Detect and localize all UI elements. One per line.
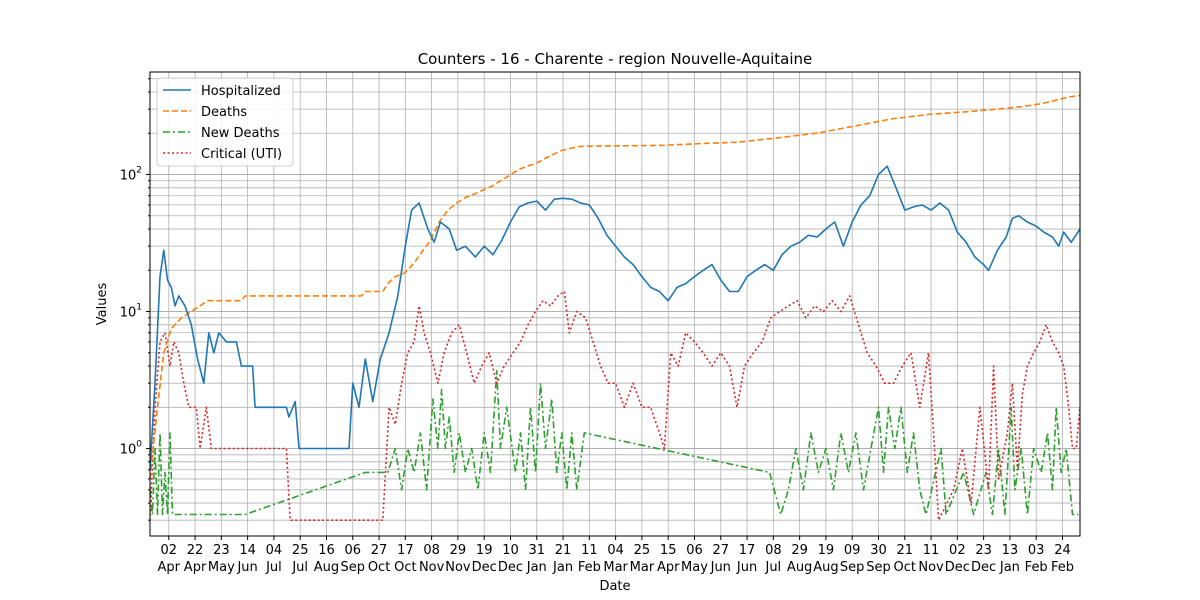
x-tick-day-label: 21: [555, 543, 572, 558]
x-tick-day-label: 13: [1002, 543, 1019, 558]
x-tick-month-label: Aug: [787, 560, 812, 575]
x-tick-month-label: Aug: [813, 560, 838, 575]
x-tick-month-label: Apr: [184, 560, 207, 575]
grid: [150, 72, 1080, 536]
x-tick-month-label: Jul: [265, 560, 282, 575]
x-tick-day-label: 16: [318, 543, 335, 558]
x-tick-day-label: 10: [502, 543, 519, 558]
x-tick-day-label: 23: [975, 543, 992, 558]
legend-label: New Deaths: [201, 126, 280, 141]
x-tick-day-label: 09: [844, 543, 861, 558]
x-tick-day-label: 08: [423, 543, 440, 558]
chart-title: Counters - 16 - Charente - region Nouvel…: [418, 50, 813, 68]
x-tick-day-label: 31: [528, 543, 545, 558]
x-tick-month-label: Jul: [764, 560, 781, 575]
x-tick-month-label: Jun: [236, 560, 257, 575]
x-tick-month-label: Jun: [710, 560, 731, 575]
y-axis: 100 101 102: [120, 78, 150, 521]
x-tick-day-label: 25: [634, 543, 651, 558]
x-axis-label: Date: [599, 579, 630, 594]
x-tick-month-label: Feb: [1025, 560, 1048, 575]
x-tick-day-label: 30: [870, 543, 887, 558]
x-tick-day-label: 14: [239, 543, 256, 558]
x-tick-day-label: 06: [344, 543, 361, 558]
series-line-deaths: [150, 94, 1080, 479]
x-tick-month-label: Oct: [894, 560, 916, 575]
x-tick-month-label: Jun: [736, 560, 757, 575]
y-axis-label: Values: [95, 283, 110, 326]
y-tick-label: 102: [120, 166, 142, 184]
x-tick-month-label: Mar: [603, 560, 628, 575]
x-tick-month-label: Dec: [945, 560, 970, 575]
x-tick-day-label: 15: [660, 543, 677, 558]
x-tick-month-label: Dec: [498, 560, 523, 575]
series-line-new-deaths: [150, 369, 1079, 516]
x-tick-day-label: 24: [1054, 543, 1071, 558]
x-tick-month-label: Sep: [341, 560, 366, 575]
x-tick-month-label: Jul: [291, 560, 308, 575]
series-layer: [150, 94, 1080, 521]
x-axis: 02 Apr 22 Apr 23 May 14 Jun 04 Jul 25 Jul 16 Aug 06 Sep…: [158, 536, 1074, 575]
x-tick-day-label: 19: [818, 543, 835, 558]
x-tick-day-label: 04: [266, 543, 283, 558]
x-tick-month-label: Jan: [999, 560, 1020, 575]
x-tick-month-label: Oct: [368, 560, 390, 575]
x-tick-day-label: 27: [371, 543, 388, 558]
plot-frame: [149, 71, 1081, 537]
x-tick-day-label: 02: [949, 543, 966, 558]
x-tick-month-label: Jan: [526, 560, 547, 575]
legend-box: [156, 77, 294, 167]
legend: Hospitalized Deaths New Deaths Critical (UT…: [156, 77, 294, 167]
x-tick-month-label: May: [208, 560, 235, 575]
x-tick-month-label: Nov: [918, 560, 944, 575]
x-tick-month-label: Sep: [866, 560, 891, 575]
x-tick-month-label: Jan: [552, 560, 573, 575]
x-tick-day-label: 27: [712, 543, 729, 558]
series-line-hospitalized: [150, 165, 1080, 470]
x-tick-day-label: 22: [187, 543, 204, 558]
x-tick-day-label: 21: [896, 543, 913, 558]
x-tick-month-label: Dec: [472, 560, 497, 575]
x-tick-month-label: Mar: [630, 560, 655, 575]
x-tick-month-label: Feb: [578, 560, 601, 575]
x-tick-day-label: 03: [1028, 543, 1045, 558]
y-tick-label: 101: [120, 303, 142, 321]
x-tick-day-label: 11: [923, 543, 940, 558]
x-tick-month-label: Feb: [1051, 560, 1074, 575]
x-tick-month-label: Dec: [971, 560, 996, 575]
x-tick-month-label: May: [681, 560, 708, 575]
legend-label: Critical (UTI): [201, 147, 282, 162]
x-tick-day-label: 17: [397, 543, 414, 558]
x-tick-day-label: 19: [476, 543, 493, 558]
x-tick-month-label: Nov: [445, 560, 471, 575]
x-tick-month-label: Oct: [394, 560, 416, 575]
series-line-critical-uti: [150, 290, 1080, 521]
x-tick-day-label: 17: [739, 543, 756, 558]
y-tick-label: 100: [120, 440, 143, 458]
x-tick-month-label: Apr: [158, 560, 181, 575]
x-tick-month-label: Apr: [657, 560, 680, 575]
x-tick-month-label: Nov: [419, 560, 445, 575]
x-tick-day-label: 04: [607, 543, 624, 558]
x-tick-day-label: 23: [213, 543, 230, 558]
x-tick-day-label: 02: [161, 543, 178, 558]
x-tick-day-label: 29: [791, 543, 808, 558]
legend-label: Hospitalized: [201, 84, 281, 99]
x-tick-month-label: Aug: [314, 560, 339, 575]
x-tick-day-label: 06: [686, 543, 703, 558]
legend-label: Deaths: [201, 105, 247, 120]
x-tick-day-label: 11: [581, 543, 598, 558]
x-tick-day-label: 25: [292, 543, 309, 558]
x-tick-day-label: 08: [765, 543, 782, 558]
x-tick-month-label: Sep: [840, 560, 865, 575]
x-tick-day-label: 29: [450, 543, 467, 558]
